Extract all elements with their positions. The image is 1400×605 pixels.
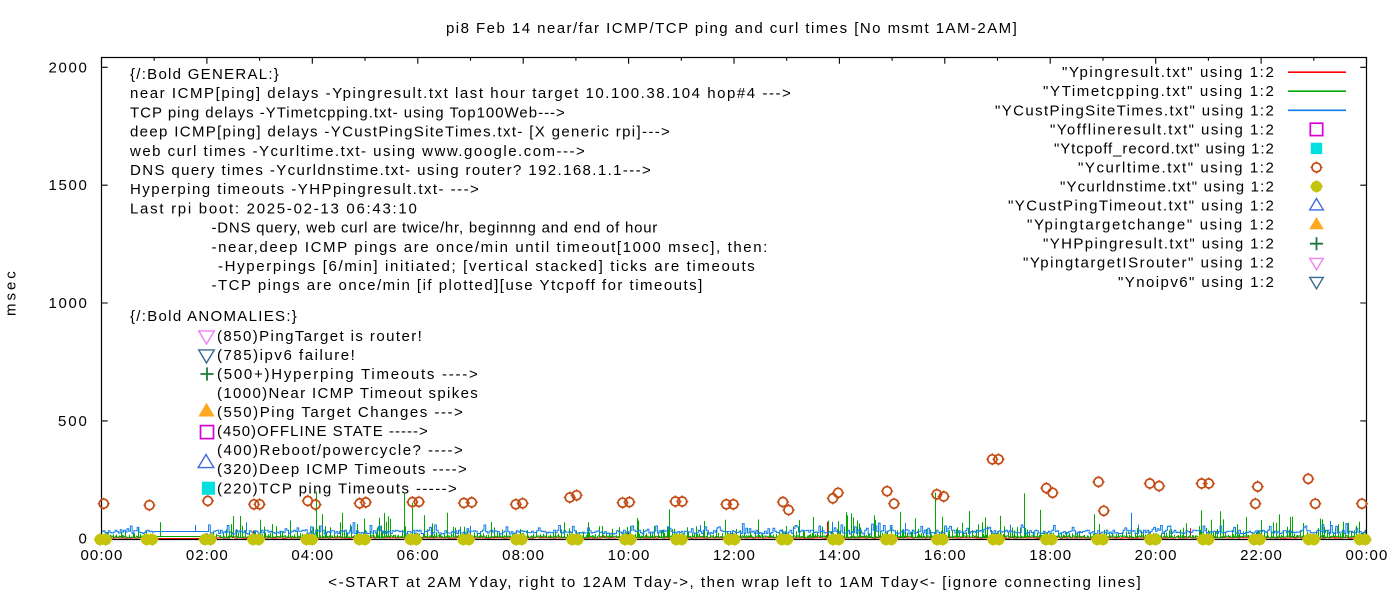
svg-text:500: 500 (58, 413, 87, 430)
svg-text:08:00: 08:00 (502, 547, 544, 564)
svg-text:18:00: 18:00 (1029, 547, 1071, 564)
svg-text:Hyperping timeouts -YHPpingres: Hyperping timeouts -YHPpingresult.txt- -… (130, 181, 479, 198)
svg-text:00:00: 00:00 (81, 547, 123, 564)
svg-text:1500: 1500 (49, 177, 88, 194)
svg-text:deep ICMP[ping] delays -YCustP: deep ICMP[ping] delays -YCustPingSiteTim… (130, 124, 670, 141)
svg-text:-near,deep ICMP pings are once: -near,deep ICMP pings are once/min until… (212, 239, 768, 256)
svg-text:web curl times -Ycurltime.txt-: web curl times -Ycurltime.txt- using www… (129, 143, 585, 160)
svg-text:-DNS query, web curl are twice: -DNS query, web curl are twice/hr, begin… (212, 220, 658, 237)
svg-text:"YTimetcpping.txt" using 1:2: "YTimetcpping.txt" using 1:2 (1043, 83, 1274, 100)
svg-text:DNS query times -Ycurldnstime.: DNS query times -Ycurldnstime.txt- using… (130, 162, 651, 179)
svg-text:06:00: 06:00 (397, 547, 439, 564)
svg-text:22:00: 22:00 (1240, 547, 1282, 564)
svg-text:02:00: 02:00 (186, 547, 228, 564)
svg-text:-TCP pings are once/min [if pl: -TCP pings are once/min [if plotted][use… (212, 277, 703, 294)
svg-text:0: 0 (78, 531, 87, 548)
svg-text:"Ypingresult.txt" using 1:2: "Ypingresult.txt" using 1:2 (1062, 64, 1274, 81)
svg-text:(785)ipv6 failure!: (785)ipv6 failure! (217, 347, 355, 364)
svg-text:(320)Deep ICMP Timeouts ---->: (320)Deep ICMP Timeouts ----> (217, 461, 467, 478)
svg-text:14:00: 14:00 (818, 547, 860, 564)
svg-text:04:00: 04:00 (291, 547, 333, 564)
svg-text:(500+)Hyperping Timeouts ---->: (500+)Hyperping Timeouts ----> (217, 366, 478, 383)
svg-text:16:00: 16:00 (924, 547, 966, 564)
svg-text:-Hyperpings [6/min] initiated;: -Hyperpings [6/min] initiated; [vertical… (218, 258, 755, 275)
svg-text:(850)PingTarget is router!: (850)PingTarget is router! (217, 328, 422, 345)
svg-text:"YCustPingSiteTimes.txt" using: "YCustPingSiteTimes.txt" using 1:2 (995, 102, 1274, 119)
svg-text:00:00: 00:00 (1346, 547, 1388, 564)
svg-text:near ICMP[ping] delays -Ypingr: near ICMP[ping] delays -Ypingresult.txt … (130, 85, 791, 102)
svg-text:"Ynoipv6" using 1:2: "Ynoipv6" using 1:2 (1118, 274, 1274, 291)
svg-text:"Ypingtargetchange" using 1:2: "Ypingtargetchange" using 1:2 (1027, 217, 1274, 234)
svg-text:10:00: 10:00 (608, 547, 650, 564)
svg-text:msec: msec (3, 271, 20, 316)
svg-text:1000: 1000 (49, 295, 88, 312)
svg-text:"Ycurltime.txt" using 1:2: "Ycurltime.txt" using 1:2 (1078, 159, 1274, 176)
svg-text:(450)OFFLINE STATE ----->: (450)OFFLINE STATE -----> (217, 423, 428, 440)
svg-text:"YHPpingresult.txt" using 1:2: "YHPpingresult.txt" using 1:2 (1043, 236, 1274, 253)
svg-text:<-START at 2AM Yday, right to: <-START at 2AM Yday, right to 12AM Tday-… (328, 574, 1141, 591)
svg-text:{/:Bold ANOMALIES:}: {/:Bold ANOMALIES:} (130, 308, 297, 325)
svg-text:(400)Reboot/powercycle? ---->: (400)Reboot/powercycle? ----> (217, 442, 463, 459)
svg-text:20:00: 20:00 (1135, 547, 1177, 564)
svg-text:TCP ping delays -YTimetcpping.: TCP ping delays -YTimetcpping.txt- using… (130, 104, 565, 121)
svg-text:{/:Bold GENERAL:}: {/:Bold GENERAL:} (130, 66, 279, 83)
svg-text:"Yofflineresult.txt" using 1:2: "Yofflineresult.txt" using 1:2 (1050, 121, 1274, 138)
svg-text:pi8 Feb 14 near/far ICMP/TCP: pi8 Feb 14 near/far ICMP/TCP ping and cu… (446, 20, 1017, 37)
svg-text:"YpingtargetISrouter" using 1:: "YpingtargetISrouter" using 1:2 (1023, 255, 1274, 272)
svg-text:"Ytcpoff_record.txt" using 1:2: "Ytcpoff_record.txt" using 1:2 (1054, 140, 1274, 157)
svg-text:12:00: 12:00 (713, 547, 755, 564)
svg-text:Last rpi boot: 2025-02-13 06:4: Last rpi boot: 2025-02-13 06:43:10 (130, 200, 417, 217)
svg-text:(220)TCP ping Timeouts ----->: (220)TCP ping Timeouts -----> (217, 480, 457, 497)
svg-text:(550)Ping Target Changes --->: (550)Ping Target Changes ---> (217, 404, 463, 421)
svg-text:2000: 2000 (49, 59, 88, 76)
svg-text:"Ycurldnstime.txt" using 1:2: "Ycurldnstime.txt" using 1:2 (1060, 179, 1274, 196)
svg-text:"YCustPingTimeout.txt" using 1: "YCustPingTimeout.txt" using 1:2 (1008, 198, 1274, 215)
svg-text:(1000)Near ICMP Timeout spikes: (1000)Near ICMP Timeout spikes (217, 385, 478, 402)
